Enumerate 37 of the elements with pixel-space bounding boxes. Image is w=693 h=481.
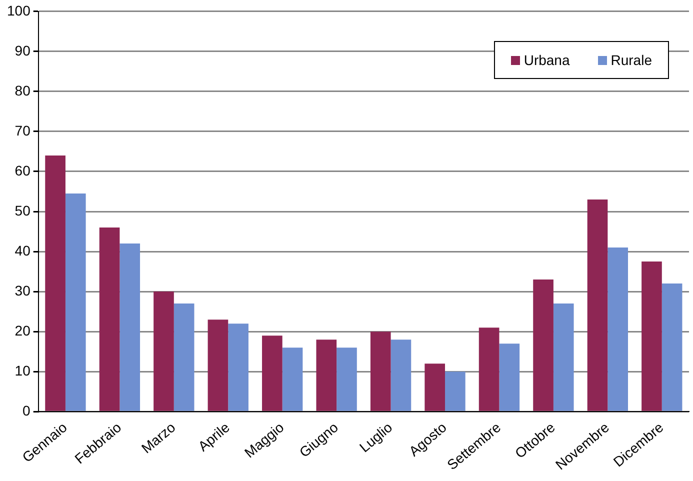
bar	[370, 332, 391, 411]
bar	[587, 200, 608, 411]
bar	[228, 324, 248, 411]
legend-label: Rurale	[610, 52, 652, 68]
bar	[262, 336, 282, 411]
y-tick-label: 50	[14, 202, 31, 218]
y-tick-label: 100	[7, 2, 31, 18]
bar	[99, 228, 120, 411]
bar	[154, 292, 174, 411]
bar	[478, 328, 500, 411]
y-tick-label: 70	[14, 122, 31, 138]
bar	[316, 340, 337, 411]
bar	[553, 304, 574, 411]
y-tick-label: 10	[14, 362, 31, 378]
bar	[45, 155, 66, 411]
bar	[282, 348, 303, 411]
bar	[174, 304, 194, 411]
bar	[336, 348, 357, 411]
y-tick-label: 40	[14, 242, 31, 258]
bar	[642, 262, 662, 411]
bar	[499, 344, 520, 411]
bar	[445, 372, 466, 411]
bar	[662, 284, 682, 411]
bar	[533, 280, 554, 411]
y-tick-label: 90	[14, 42, 31, 58]
bar	[390, 340, 412, 411]
y-tick-label: 60	[14, 162, 31, 178]
bar	[120, 244, 140, 411]
bar	[65, 194, 86, 411]
bar	[208, 320, 228, 411]
bar	[608, 248, 628, 411]
y-tick-label: 80	[14, 82, 31, 98]
y-tick-label: 20	[14, 322, 31, 338]
y-tick-label: 30	[14, 282, 31, 298]
bar	[424, 364, 446, 411]
legend-label: Urbana	[522, 52, 570, 68]
y-tick-label: 0	[22, 402, 31, 418]
